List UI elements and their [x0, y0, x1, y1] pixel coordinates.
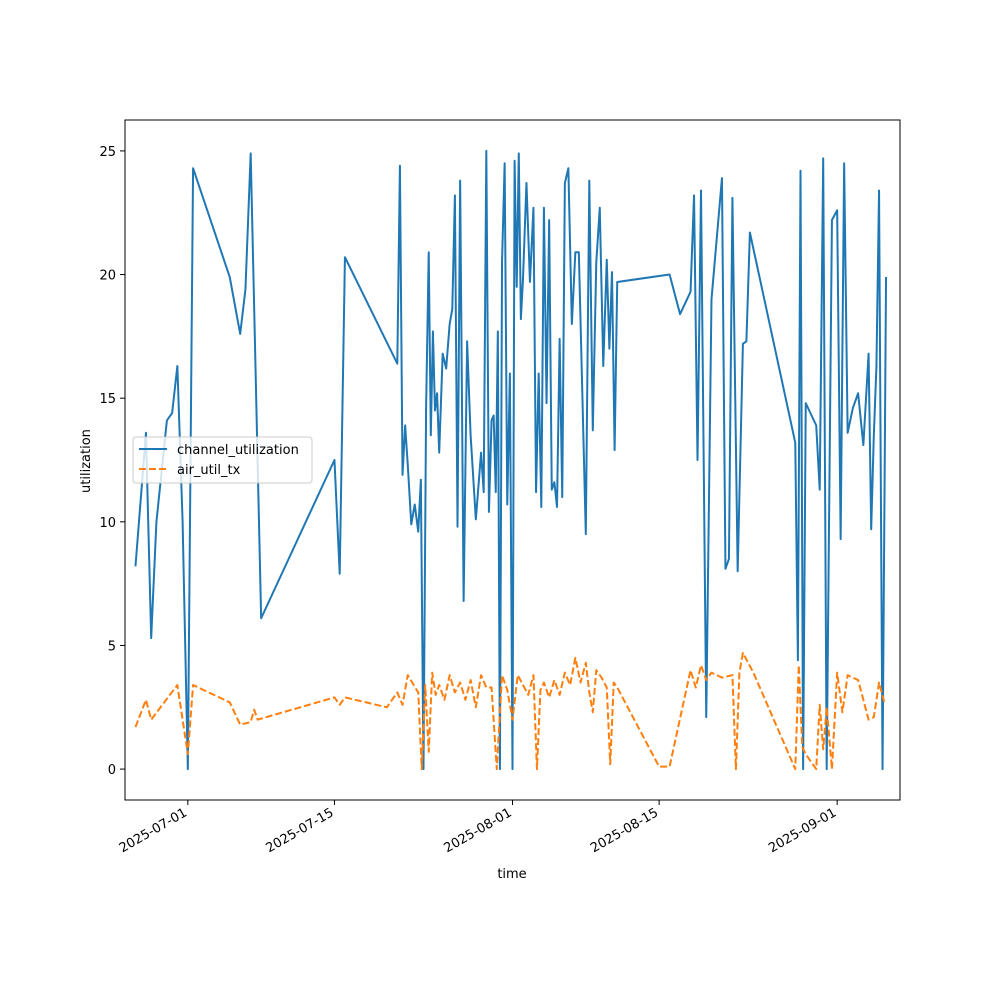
- y-tick-label: 15: [99, 392, 116, 407]
- x-tick-label: 2025-08-15: [588, 805, 661, 856]
- x-tick-label: 2025-07-01: [117, 805, 190, 856]
- x-tick-label: 2025-08-01: [442, 805, 515, 856]
- x-axis-label: time: [497, 867, 526, 882]
- y-tick-label: 25: [99, 145, 116, 160]
- x-tick-label: 2025-07-15: [264, 805, 337, 856]
- y-axis-label: utilization: [79, 429, 94, 493]
- legend-box: [132, 436, 313, 484]
- series-line-channel-utilization: [134, 149, 888, 771]
- y-tick-label: 10: [99, 516, 116, 531]
- y-tick-label: 0: [108, 763, 116, 778]
- series-line-air-util-tx: [134, 651, 886, 771]
- y-tick-label: 20: [99, 269, 116, 284]
- x-tick-label: 2025-09-01: [766, 805, 839, 856]
- legend-label: air_util_tx: [177, 463, 241, 478]
- legend-label: channel_utilization: [177, 443, 299, 458]
- y-tick-label: 5: [108, 639, 116, 654]
- legend: channel_utilization air_util_tx: [132, 436, 313, 484]
